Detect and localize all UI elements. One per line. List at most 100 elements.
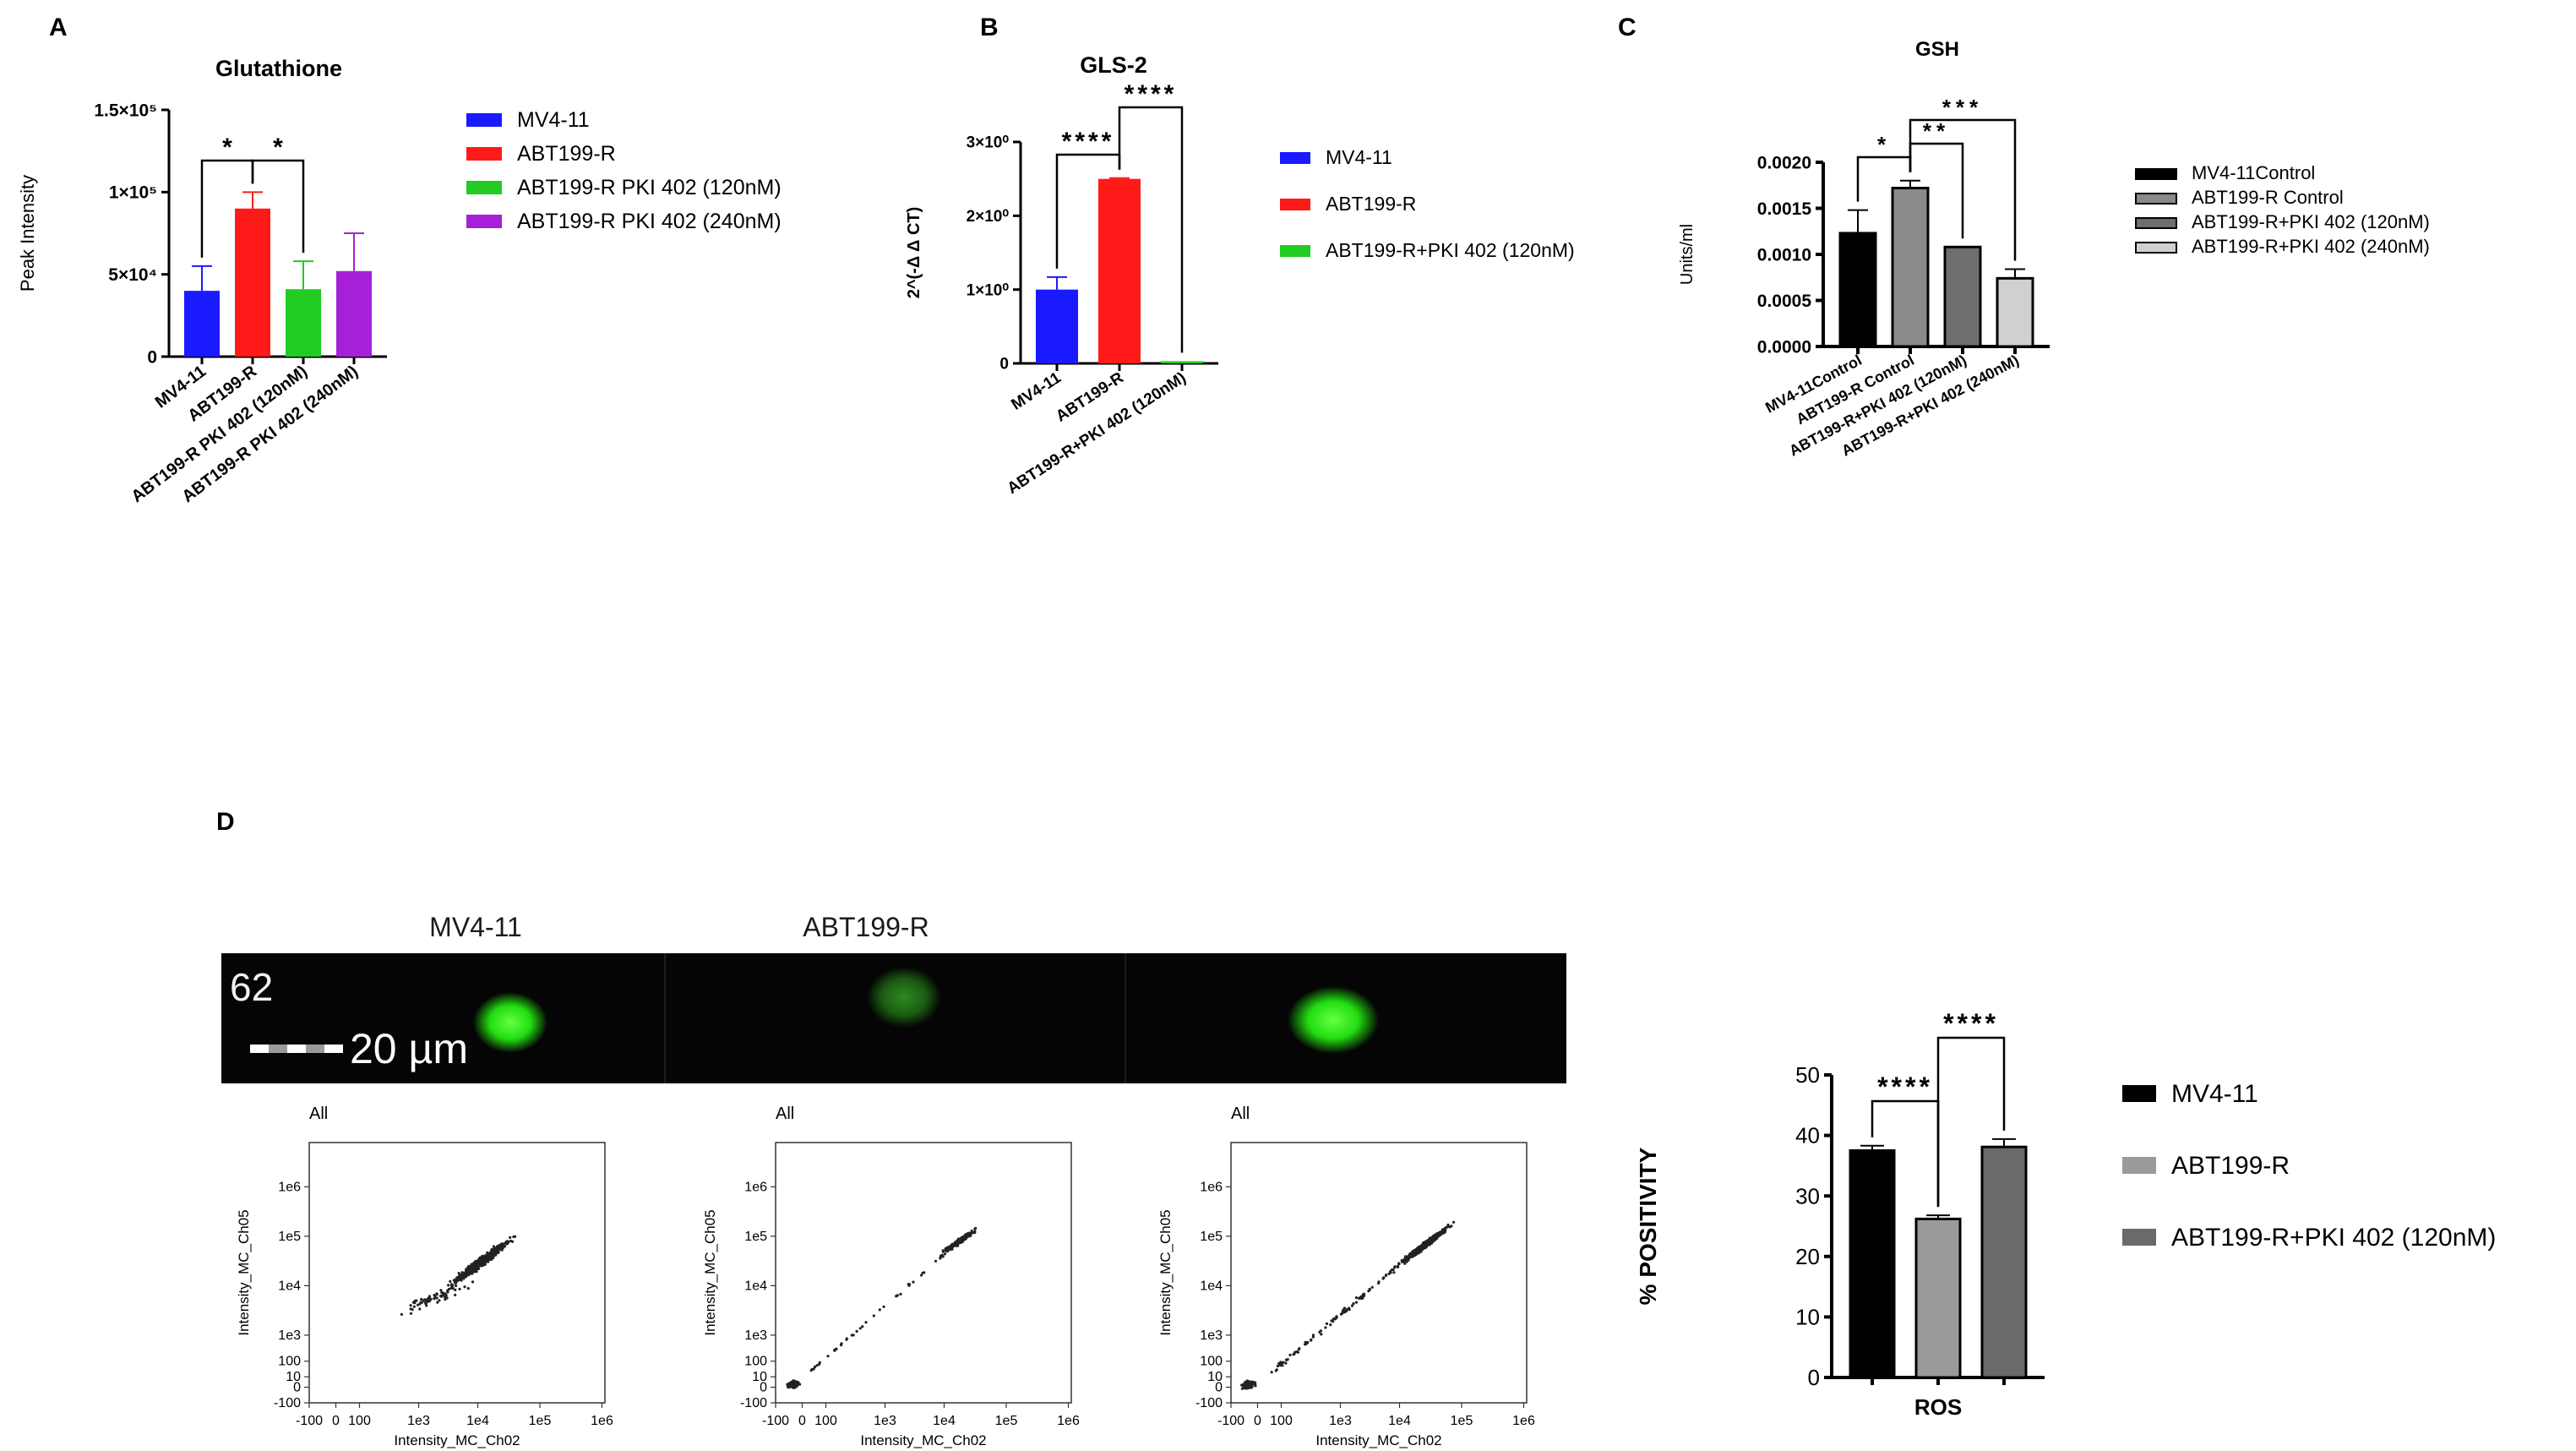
data-point [833,1349,836,1352]
data-point [428,1300,431,1303]
data-point [1393,1265,1397,1269]
data-point [964,1234,967,1237]
data-point [899,1292,902,1296]
data-point [492,1245,496,1248]
data-point [895,1294,898,1297]
y-axis-label: 2^(-Δ Δ CT) [905,207,923,299]
data-point [973,1230,977,1234]
data-point [1435,1235,1439,1238]
legend-swatch [2135,193,2177,205]
data-point [500,1246,504,1249]
data-point [861,1325,864,1328]
data-point [954,1242,957,1246]
cell-spot-mv4-11 [473,992,547,1053]
data-point [1410,1252,1413,1256]
data-point [1423,1245,1426,1248]
data-point [446,1289,449,1292]
data-point [1342,1311,1345,1314]
data-point [1288,1353,1292,1356]
data-point [417,1303,420,1306]
data-point [439,1289,443,1292]
data-point [920,1274,923,1277]
significance-label: * [222,134,232,161]
data-point [456,1278,460,1281]
data-point [409,1304,412,1307]
y-tick-label: 1e5 [1200,1230,1223,1244]
data-point [1330,1319,1333,1323]
data-points [786,1226,978,1389]
data-point [425,1304,428,1307]
data-point [477,1263,480,1266]
y-tick-label: 0 [760,1381,767,1395]
data-point [1363,1293,1366,1296]
data-point [1403,1262,1407,1265]
x-tick-label: 1e4 [933,1414,956,1428]
data-points [1240,1220,1456,1390]
data-point [864,1321,868,1324]
x-tick-label: 100 [814,1414,837,1428]
data-point [1348,1308,1351,1312]
data-point [791,1383,795,1387]
y-tick-label: 0 [1808,1365,1820,1390]
data-point [1415,1250,1419,1253]
data-point [1392,1271,1396,1274]
data-point [454,1288,457,1291]
data-point [482,1263,485,1267]
legend-swatch [466,215,502,228]
legend-label: MV4-11 [517,108,590,132]
data-point [968,1232,972,1236]
data-point [1418,1250,1422,1253]
data-point [442,1292,445,1296]
data-point [436,1301,439,1304]
x-tick-label: 100 [1270,1414,1293,1428]
x-tick-label: 1e3 [407,1414,430,1428]
data-point [423,1301,428,1304]
data-point [1252,1381,1255,1384]
significance-label: ** [1923,118,1950,144]
flow-scatter-plots: All-100 0 100 1e3 1e4 1e5 1e6-1000101001e31e41… [236,1105,1535,1448]
data-point [488,1251,492,1255]
data-point [1240,1387,1244,1390]
data-point [939,1256,942,1259]
y-tick-label: 1e4 [278,1279,301,1293]
data-point [1339,1312,1342,1316]
bar [336,270,372,357]
data-point [1325,1322,1329,1325]
data-point [826,1355,830,1358]
data-point [413,1301,417,1305]
data-point [957,1237,961,1241]
chart-title: GSH [1915,38,1959,61]
y-tick-label: 1e4 [1200,1279,1223,1293]
scatter-plot: All-100 0 100 1e3 1e4 1e5 1e6-1000101001e31e41… [236,1105,613,1448]
data-point [973,1227,977,1230]
significance-label: **** [1943,1008,1999,1039]
y-tick-label: -100 [740,1396,767,1410]
data-point [1427,1242,1430,1246]
significance-bracket [1936,1036,2006,1208]
x-axis-label: Intensity_MC_Ch02 [394,1432,520,1448]
y-tick-label: 1e6 [278,1180,301,1194]
data-point [961,1237,966,1241]
gate-label: All [309,1105,328,1123]
legend-label: ABT199-R+PKI 402 (120nM) [1326,239,1575,261]
x-tick-label: 0 [1254,1414,1261,1428]
data-point [1270,1371,1273,1374]
data-point [462,1277,466,1280]
gate-label: All [1231,1105,1250,1123]
data-point [422,1299,425,1302]
chart-ros: 0 10 20 30 40 50 % POSITIVITY ROS **** **** MV4-11… [1635,1008,2496,1420]
data-point [787,1385,791,1388]
x-tick-label: -100 [1217,1414,1244,1428]
legend-swatch [1280,152,1310,164]
x-tick-label: MV4-11 [1008,368,1065,414]
data-point [818,1361,821,1364]
bar [286,289,321,357]
y-tick-label: 1e5 [744,1230,767,1244]
data-point [945,1249,949,1253]
y-axis-label: Intensity_MC_Ch05 [1157,1209,1174,1335]
y-axis-label: Intensity_MC_Ch05 [236,1209,252,1335]
data-point [855,1329,858,1333]
legend-label: MV4-11Control [2192,162,2315,183]
legend-swatch [466,113,502,127]
data-point [1311,1335,1315,1339]
